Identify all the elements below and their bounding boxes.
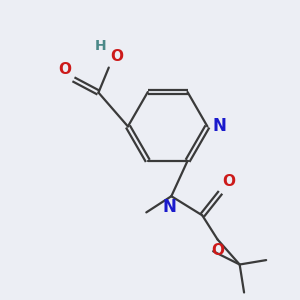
Text: O: O: [58, 62, 71, 77]
Text: O: O: [110, 49, 123, 64]
Text: O: O: [222, 174, 235, 189]
Text: N: N: [163, 198, 177, 216]
Text: O: O: [211, 243, 224, 258]
Text: H: H: [95, 39, 106, 53]
Text: N: N: [213, 117, 226, 135]
